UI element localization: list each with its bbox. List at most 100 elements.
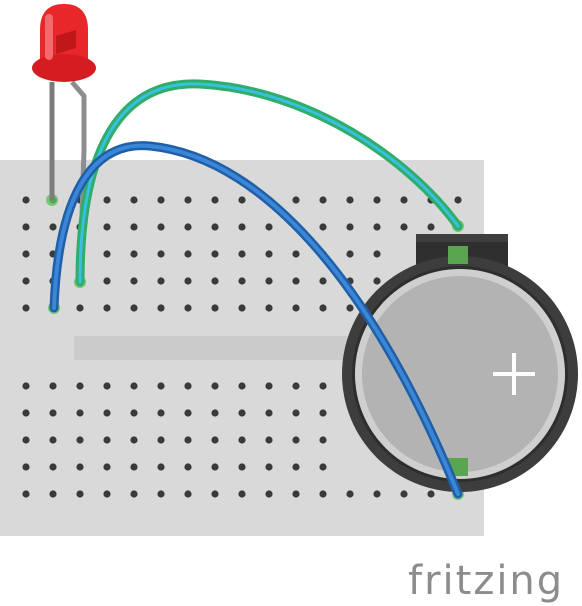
breadboard-hole-top <box>157 277 165 285</box>
breadboard-hole-top <box>400 223 408 231</box>
breadboard-hole-bottom <box>76 409 84 417</box>
breadboard-hole-bottom <box>130 490 138 498</box>
breadboard-hole-bottom <box>319 463 327 471</box>
breadboard-hole-top <box>400 196 408 204</box>
breadboard-hole-bottom <box>265 436 273 444</box>
breadboard-hole-top <box>130 196 138 204</box>
breadboard-hole-bottom <box>211 490 219 498</box>
breadboard-hole-top <box>238 196 246 204</box>
breadboard-hole-top <box>157 223 165 231</box>
breadboard-hole-bottom <box>346 490 354 498</box>
breadboard-hole-bottom <box>103 409 111 417</box>
breadboard-hole-top <box>22 277 30 285</box>
battery-clip-top <box>416 234 508 242</box>
breadboard-hole-bottom <box>265 409 273 417</box>
breadboard-hole-bottom <box>22 463 30 471</box>
breadboard-hole-bottom <box>184 490 192 498</box>
breadboard-hole-bottom <box>157 463 165 471</box>
breadboard-hole-bottom <box>103 490 111 498</box>
breadboard-hole-bottom <box>76 490 84 498</box>
breadboard-hole-top <box>265 250 273 258</box>
breadboard-hole-top <box>130 277 138 285</box>
breadboard-hole-bottom <box>184 382 192 390</box>
breadboard-hole-top <box>265 304 273 312</box>
breadboard-hole-bottom <box>184 436 192 444</box>
breadboard-hole-top <box>265 277 273 285</box>
breadboard-hole-top <box>184 277 192 285</box>
breadboard-hole-bottom <box>22 382 30 390</box>
breadboard-hole-top <box>49 223 57 231</box>
breadboard-hole-bottom <box>130 409 138 417</box>
breadboard-hole-top <box>346 250 354 258</box>
breadboard-hole-top <box>211 196 219 204</box>
led-highlight <box>45 14 53 60</box>
breadboard-hole-top <box>319 277 327 285</box>
breadboard-hole-top <box>157 304 165 312</box>
breadboard-hole-bottom <box>238 436 246 444</box>
breadboard-hole-top <box>103 223 111 231</box>
breadboard-hole-bottom <box>103 436 111 444</box>
breadboard-hole-top <box>22 196 30 204</box>
breadboard-hole-bottom <box>49 463 57 471</box>
breadboard-hole-top <box>238 277 246 285</box>
breadboard-hole-top <box>346 196 354 204</box>
breadboard-hole-top <box>373 277 381 285</box>
breadboard-hole-top <box>157 196 165 204</box>
breadboard-hole-bottom <box>319 436 327 444</box>
green-wire <box>75 79 463 287</box>
breadboard-hole-bottom <box>292 409 300 417</box>
breadboard-hole-top <box>238 304 246 312</box>
breadboard-hole-top <box>373 250 381 258</box>
fritzing-logo: fritzing <box>408 558 564 604</box>
battery-top-terminal <box>448 246 468 264</box>
breadboard-hole-top <box>373 223 381 231</box>
breadboard-hole-bottom <box>22 409 30 417</box>
breadboard-hole-top <box>346 223 354 231</box>
breadboard-hole-bottom <box>130 463 138 471</box>
breadboard-hole-bottom <box>319 409 327 417</box>
battery-positive-marking <box>493 353 535 395</box>
breadboard-hole-bottom <box>157 382 165 390</box>
breadboard-hole-bottom <box>238 463 246 471</box>
breadboard-hole-top <box>238 223 246 231</box>
breadboard-hole-bottom <box>265 382 273 390</box>
breadboard-hole-top <box>211 304 219 312</box>
breadboard-hole-bottom <box>49 490 57 498</box>
breadboard-hole-top <box>373 196 381 204</box>
breadboard-hole-bottom <box>49 436 57 444</box>
breadboard-hole-top <box>130 223 138 231</box>
breadboard-hole-top <box>103 250 111 258</box>
battery-face <box>362 276 558 472</box>
breadboard-hole-top <box>319 196 327 204</box>
blue-wire <box>49 141 463 499</box>
breadboard-hole-top <box>130 250 138 258</box>
breadboard-hole-bottom <box>103 463 111 471</box>
breadboard-hole-top <box>103 304 111 312</box>
breadboard-hole-top <box>454 196 462 204</box>
breadboard-hole-top <box>427 223 435 231</box>
breadboard-hole-bottom <box>292 436 300 444</box>
breadboard-hole-top <box>211 223 219 231</box>
breadboard-hole-bottom <box>157 436 165 444</box>
breadboard-hole-top <box>238 250 246 258</box>
breadboard-hole-bottom <box>400 490 408 498</box>
breadboard-hole-bottom <box>49 409 57 417</box>
breadboard-hole-top <box>22 250 30 258</box>
breadboard-hole-bottom <box>184 409 192 417</box>
breadboard-hole-top <box>22 223 30 231</box>
breadboard-hole-bottom <box>238 490 246 498</box>
breadboard-hole-bottom <box>22 490 30 498</box>
breadboard-hole-bottom <box>49 382 57 390</box>
breadboard-hole-bottom <box>130 436 138 444</box>
led-reflector <box>56 30 76 54</box>
breadboard-hole-bottom <box>157 409 165 417</box>
breadboard-hole-bottom <box>211 382 219 390</box>
breadboard-hole-top <box>292 196 300 204</box>
breadboard-hole-bottom <box>211 409 219 417</box>
breadboard-hole-bottom <box>373 490 381 498</box>
breadboard-hole-top <box>211 250 219 258</box>
breadboard-hole-bottom <box>76 436 84 444</box>
breadboard-hole-bottom <box>76 382 84 390</box>
breadboard-hole-bottom <box>265 490 273 498</box>
